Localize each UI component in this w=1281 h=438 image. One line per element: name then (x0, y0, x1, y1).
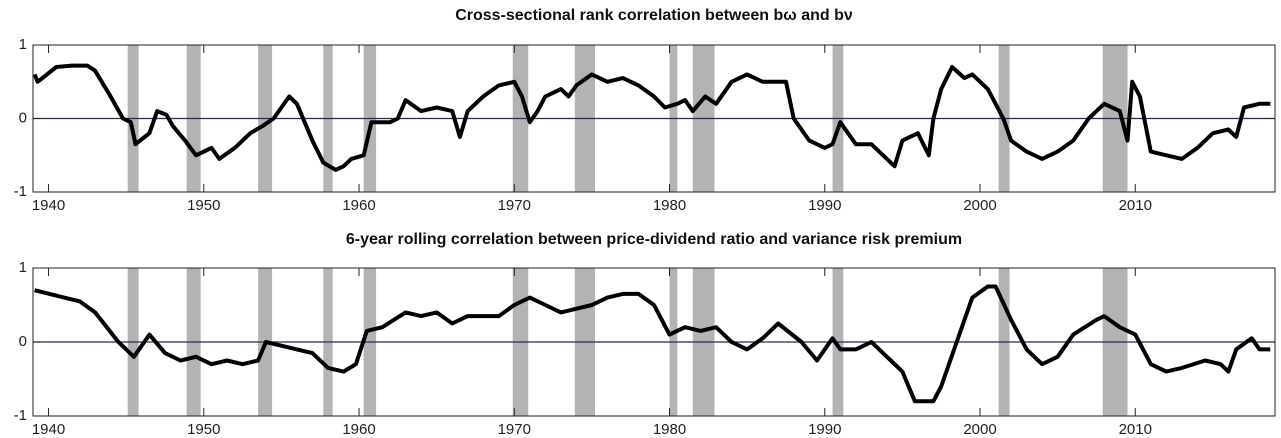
x-tick-label: 1980 (653, 421, 686, 438)
x-tick-label: 2000 (963, 197, 996, 214)
x-tick-label: 1990 (808, 421, 841, 438)
x-tick-label: 1950 (187, 421, 220, 438)
panel: 6-year rolling correlation between price… (14, 231, 1276, 438)
x-tick-label: 1990 (808, 197, 841, 214)
data-line (32, 63, 1271, 172)
y-tick-label: 1 (19, 36, 27, 53)
x-tick-label: 2010 (1119, 421, 1152, 438)
x-tick-label: 1970 (498, 197, 531, 214)
x-tick-label: 1960 (342, 197, 375, 214)
y-tick-label: -1 (14, 183, 27, 200)
data-line (34, 284, 1271, 404)
x-tick-label: 1970 (498, 421, 531, 438)
x-tick-label: 1960 (342, 421, 375, 438)
x-tick-label: 1940 (32, 421, 65, 438)
y-tick-label: 1 (19, 259, 27, 276)
x-tick-label: 1950 (187, 197, 220, 214)
y-tick-label: -1 (14, 407, 27, 424)
chart-title: Cross-sectional rank correlation between… (455, 7, 853, 24)
x-tick-label: 1980 (653, 197, 686, 214)
x-tick-label: 1940 (32, 197, 65, 214)
chart-title: 6-year rolling correlation between price… (346, 231, 962, 248)
x-tick-label: 2000 (963, 421, 996, 438)
x-tick-label: 2010 (1119, 197, 1152, 214)
y-tick-label: 0 (19, 109, 27, 126)
panel: Cross-sectional rank correlation between… (14, 7, 1276, 214)
y-tick-label: 0 (19, 333, 27, 350)
